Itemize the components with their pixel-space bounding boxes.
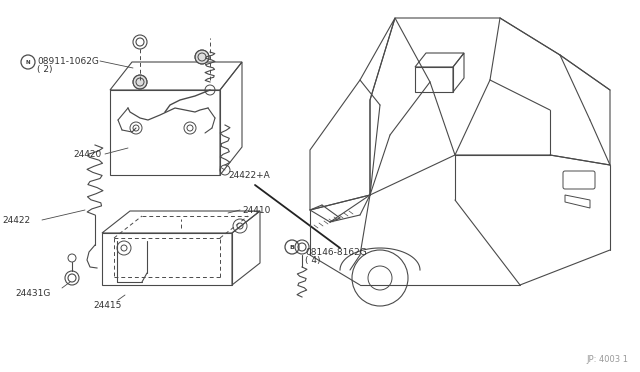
Text: B: B — [289, 244, 294, 250]
Text: 24422: 24422 — [2, 215, 30, 224]
Text: ( 4): ( 4) — [305, 257, 321, 266]
Text: 08146-8162G: 08146-8162G — [305, 247, 367, 257]
Text: JP: 4003 1: JP: 4003 1 — [586, 356, 628, 365]
Text: 24410: 24410 — [242, 205, 270, 215]
Text: 24420: 24420 — [73, 150, 101, 158]
Text: ( 2): ( 2) — [37, 64, 52, 74]
Text: 08911-1062G: 08911-1062G — [37, 57, 99, 65]
Circle shape — [195, 50, 209, 64]
Text: 24415: 24415 — [93, 301, 122, 310]
Text: 24431G: 24431G — [15, 289, 51, 298]
Text: N: N — [26, 60, 30, 64]
Text: 24422+A: 24422+A — [228, 170, 269, 180]
Circle shape — [133, 75, 147, 89]
